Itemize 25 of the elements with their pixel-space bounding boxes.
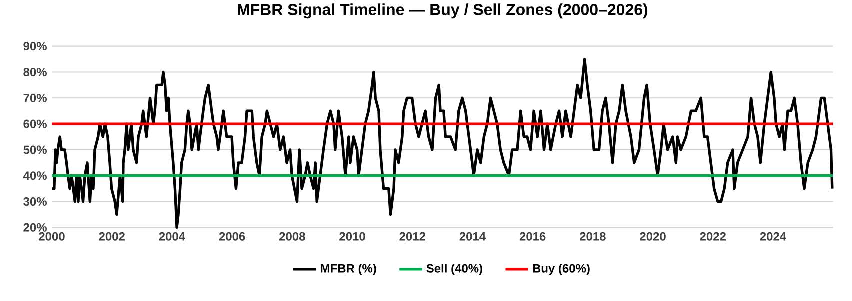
- y-tick-label: 20%: [24, 223, 47, 232]
- x-tick-label: 2004: [159, 232, 186, 241]
- chart-title: MFBR Signal Timeline — Buy / Sell Zones (2000–2026): [238, 4, 648, 19]
- x-tick-label: 2002: [99, 232, 125, 241]
- legend-label: MFBR (%): [321, 264, 376, 276]
- legend-label: Buy (60%): [533, 264, 590, 276]
- y-tick-label: 70%: [24, 94, 47, 102]
- x-tick-label: 2020: [640, 232, 666, 241]
- x-tick-label: 2014: [460, 232, 486, 241]
- x-tick-label: 2024: [760, 232, 787, 241]
- y-tick-label: 50%: [24, 146, 47, 154]
- x-tick-label: 2022: [700, 232, 726, 241]
- x-tick-label: 2000: [39, 232, 65, 241]
- y-tick-label: 90%: [24, 42, 47, 51]
- legend-label: Sell (40%): [426, 264, 482, 276]
- x-tick-label: 2006: [219, 232, 246, 241]
- x-tick-label: 2016: [520, 232, 546, 241]
- y-tick-label: 80%: [24, 68, 47, 77]
- x-tick-label: 2008: [279, 232, 306, 241]
- x-tick-label: 2018: [580, 232, 606, 241]
- x-tick-label: 2012: [400, 232, 426, 241]
- y-tick-label: 40%: [23, 172, 47, 180]
- x-tick-label: 2010: [340, 232, 366, 241]
- y-tick-label: 60%: [24, 120, 47, 128]
- y-tick-label: 30%: [24, 198, 47, 206]
